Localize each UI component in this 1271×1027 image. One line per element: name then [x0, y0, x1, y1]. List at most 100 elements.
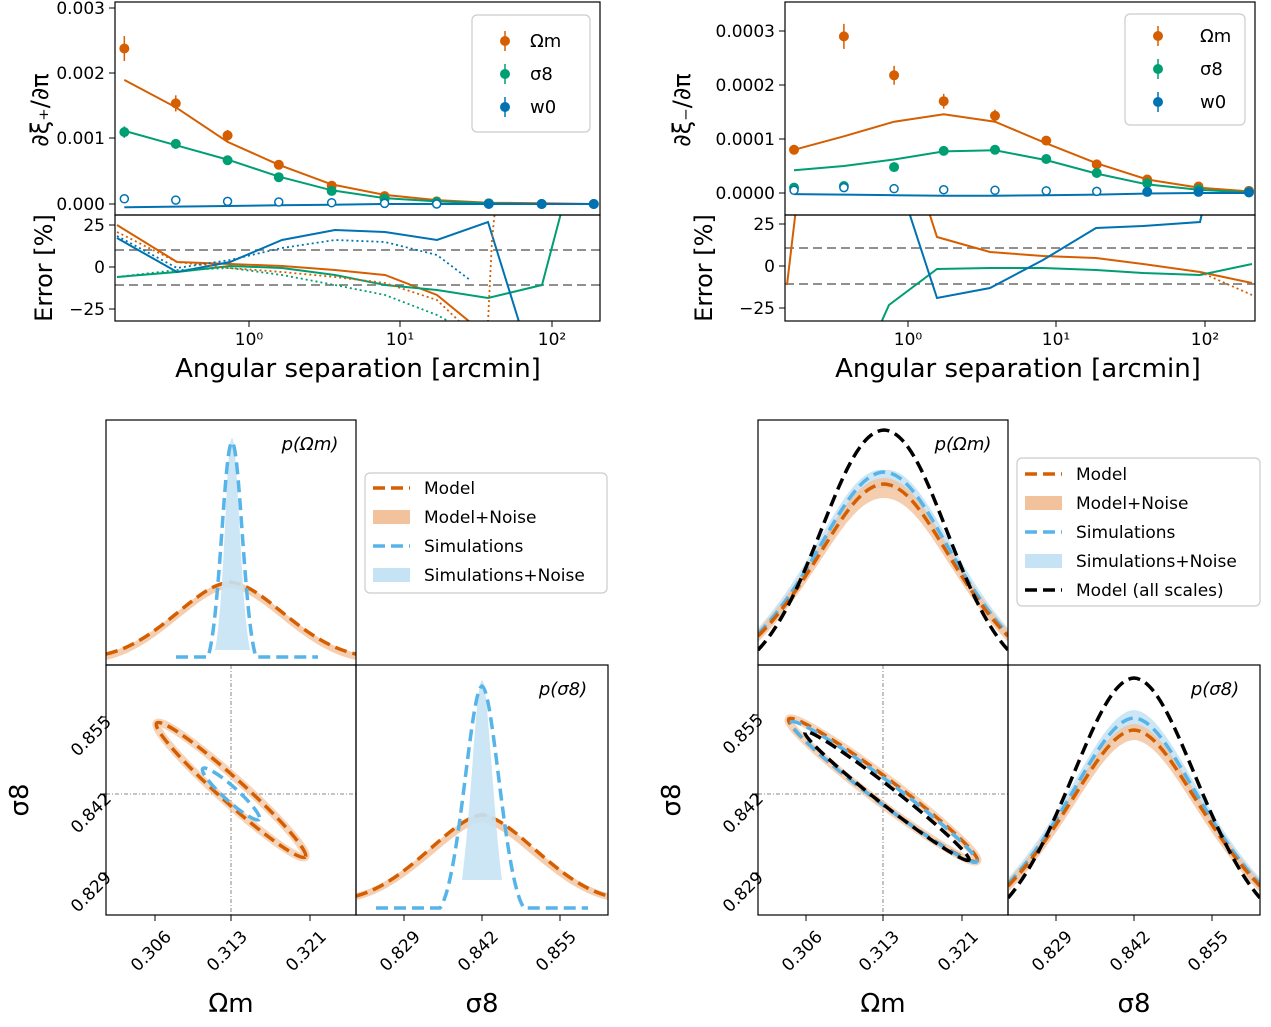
tr-error-plot [785, 215, 1255, 321]
br-p-om-title: p(Ωm) [934, 434, 992, 455]
tl-ytick-0: 0.000 [56, 195, 105, 215]
bl-s8-xtick-2: 0.855 [532, 927, 581, 976]
tl-err-ytick-0: 25 [83, 216, 105, 236]
bl-legend-box [364, 472, 608, 594]
tr-point-w0-9 [1243, 187, 1254, 198]
bl-p-om-sim-noise [215, 438, 250, 650]
tl-point-s8-3 [273, 172, 284, 183]
tl-err-ylabel: Error [%] [30, 214, 58, 322]
bl-2d-sim [200, 766, 262, 822]
br-s8-xtick-2: 0.855 [1184, 927, 1233, 976]
tr-legend-s8-marker [1153, 64, 1163, 74]
bl-p-s8-plot [356, 680, 608, 910]
br-legend-model-noise: Model+Noise [1076, 494, 1188, 514]
tr-point-w0-3 [938, 185, 949, 195]
bl-om-xtick-2: 0.321 [282, 927, 331, 976]
tl-legend-s8-marker [500, 69, 510, 79]
top-left-panel: 0.000 0.001 0.002 0.003 25 0 −25 10⁰ 10¹… [26, 0, 601, 384]
tl-point-om-2 [222, 130, 233, 141]
tl-point-s8-2 [222, 155, 233, 166]
tl-err-w0-dotted [116, 235, 471, 281]
tr-point-om-6 [1091, 159, 1102, 170]
tr-point-om-2 [889, 70, 900, 81]
bl-s8-xtick-0: 0.829 [376, 927, 425, 976]
tl-model-line-w0 [124, 203, 594, 209]
tl-point-w0-7 [483, 199, 494, 209]
tl-legend-w0: w0 [530, 97, 556, 118]
bl-s8-ylabel: σ8 [5, 783, 35, 816]
br-p-om-plot [758, 428, 1008, 652]
tl-err-w0 [116, 220, 520, 321]
tr-point-w0-2 [889, 183, 899, 194]
bl-legend-sim: Simulations [424, 537, 524, 557]
br-legend-model: Model [1076, 465, 1127, 485]
tr-point-om-5 [1041, 135, 1052, 146]
tr-legend-box [1124, 13, 1246, 126]
tl-y-ticks: 0.000 0.001 0.002 0.003 [56, 0, 115, 215]
tr-point-s8-4 [989, 144, 1000, 155]
tl-xtick-1: 10¹ [386, 330, 414, 350]
tr-err-ytick-2: −25 [739, 299, 775, 319]
tl-point-om-0 [119, 43, 130, 54]
bl-s8-xtick-1: 0.842 [454, 927, 503, 976]
br-s8-ytick-1: 0.842 [719, 789, 768, 838]
tl-ytick-3: 0.003 [56, 0, 105, 19]
tr-xtick-1: 10¹ [1042, 330, 1070, 350]
tr-legend: Ωm σ8 w0 [1124, 13, 1246, 126]
top-right-panel: 0.0000 0.0001 0.0002 0.0003 25 0 −25 10⁰… [668, 1, 1256, 384]
bl-p-s8-title: p(σ8) [538, 679, 587, 700]
br-om-xlabel: Ωm [860, 989, 905, 1019]
tr-point-s8-6 [1091, 168, 1102, 179]
tl-x-ticks: 10⁰ 10¹ 10² [235, 321, 566, 350]
bl-legend-model: Model [424, 479, 475, 499]
tl-ylabel: ∂ξ₊/∂π [26, 73, 54, 146]
br-p-om-frame [757, 419, 1009, 666]
tr-main-plot [789, 23, 1254, 198]
br-p-om-allscales [758, 428, 1008, 652]
tr-model-line-om [793, 113, 1250, 193]
br-s8-ytick-0: 0.855 [719, 710, 768, 759]
tr-point-w0-5 [1041, 186, 1051, 196]
br-s8-ytick-2: 0.829 [719, 868, 768, 917]
tl-xtick-0: 10⁰ [235, 330, 264, 350]
br-legend: Model Model+Noise Simulations Simulation… [1016, 457, 1261, 607]
tr-point-w0-1 [839, 182, 849, 193]
br-p-s8-plot [1008, 676, 1260, 900]
bl-om-xtick-1: 0.313 [203, 927, 252, 976]
tl-xtick-2: 10² [538, 330, 566, 350]
tr-ytick-0: 0.0000 [716, 184, 775, 204]
br-om-xtick-2: 0.321 [934, 927, 983, 976]
tl-point-s8-4 [326, 185, 337, 196]
tl-err-ytick-1: 0 [94, 258, 105, 278]
tl-legend: Ωm σ8 w0 [471, 14, 591, 133]
tl-main-plot [119, 36, 599, 209]
tr-point-s8-3 [938, 145, 949, 156]
tl-err-om-dotted-2 [487, 215, 496, 321]
bl-2d-model-noise [152, 718, 310, 862]
br-p-om-model [758, 482, 1008, 638]
tr-point-s8-5 [1041, 153, 1052, 164]
tl-point-om-1 [170, 98, 181, 109]
br-s8-xtick-0: 0.829 [1028, 927, 1077, 976]
tr-err-s8 [880, 263, 1253, 321]
tl-legend-s8: σ8 [530, 64, 553, 85]
bl-p-om-plot [106, 438, 356, 660]
tr-legend-om: Ωm [1200, 26, 1231, 47]
tl-point-s8-0 [119, 127, 130, 138]
tr-point-w0-4 [990, 185, 1000, 196]
tr-err-ytick-1: 0 [764, 257, 775, 277]
br-2d-plot [758, 665, 1008, 915]
tl-model-line-s8 [124, 129, 594, 205]
br-2d-sim [789, 719, 979, 865]
tl-legend-w0-marker [500, 102, 510, 112]
tl-point-w0-2 [222, 196, 233, 207]
br-p-s8-allscales [1008, 676, 1260, 900]
br-legend-model-noise-swatch [1025, 496, 1062, 510]
br-legend-sim-noise-swatch [1025, 554, 1062, 568]
tr-x-ticks: 10⁰ 10¹ 10² [894, 321, 1219, 350]
bl-p-om-title: p(Ωm) [281, 434, 339, 455]
br-legend-sim-noise: Simulations+Noise [1076, 552, 1237, 572]
tr-err-ytick-0: 25 [753, 215, 775, 235]
tl-legend-om-marker [500, 36, 510, 46]
tr-point-s8-7 [1142, 178, 1153, 189]
